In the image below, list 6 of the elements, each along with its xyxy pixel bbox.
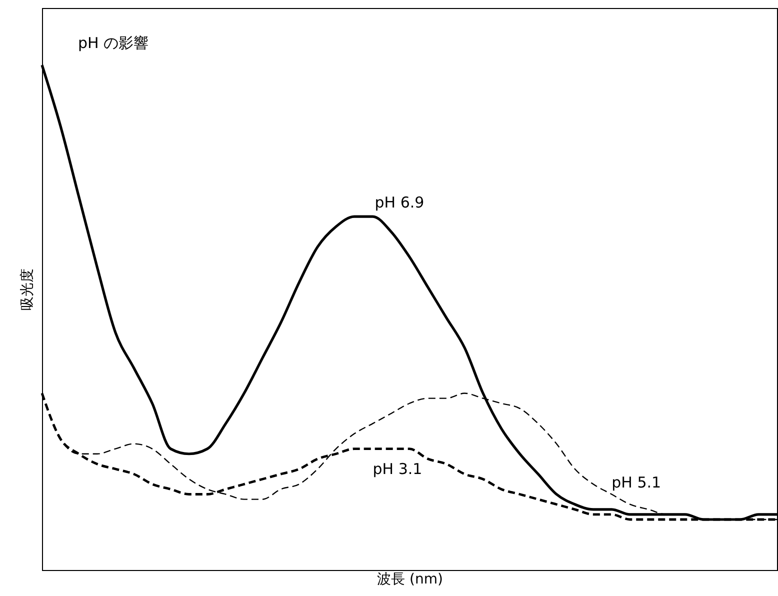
chart-title: pH の影響 xyxy=(78,34,149,52)
series-label: pH 3.1 xyxy=(372,460,422,478)
y-axis-title: 吸光度 xyxy=(20,268,36,310)
series-label: pH 6.9 xyxy=(374,194,424,212)
series-label: pH 5.1 xyxy=(612,473,662,492)
x-axis-title: 波長 (nm) xyxy=(377,572,443,588)
